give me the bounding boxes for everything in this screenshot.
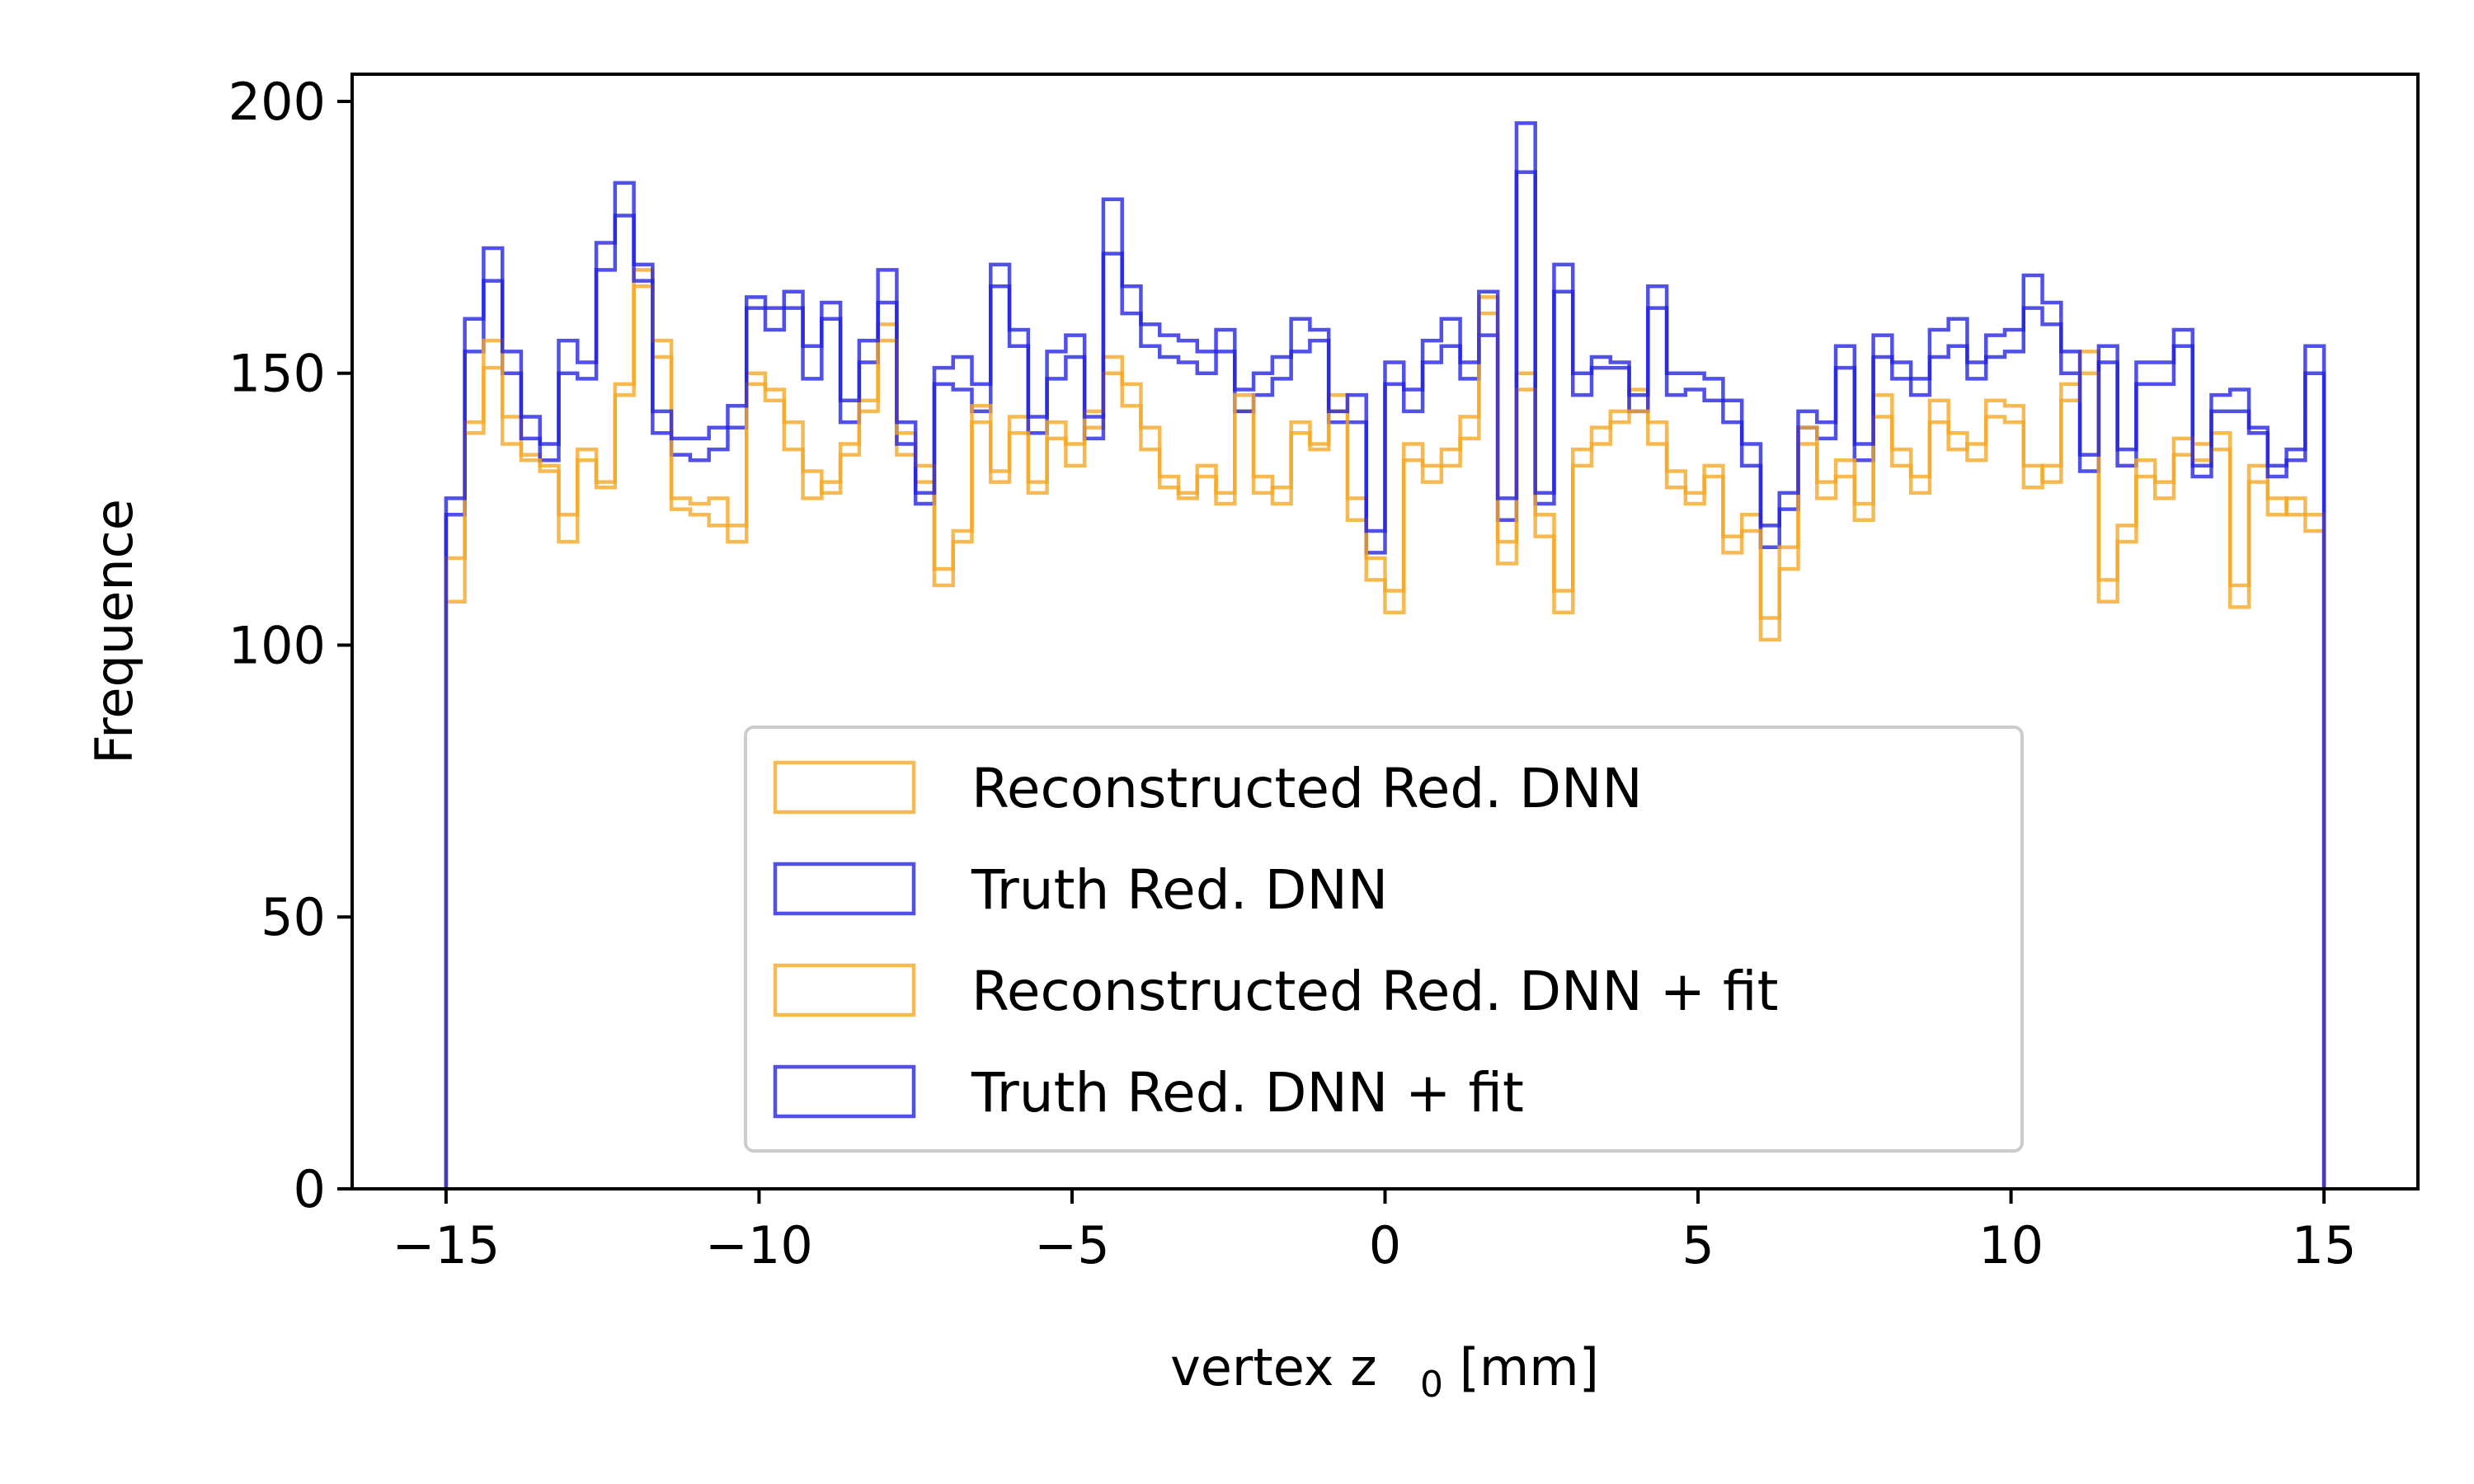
series-step-4: [444, 121, 2326, 1189]
y-tick-label: 150: [228, 344, 326, 404]
legend: Reconstructed Red. DNN Truth Red. DNN Reco…: [744, 726, 2024, 1153]
y-axis-label: Frequence: [84, 499, 144, 764]
y-axis-ticks: 0 50 100 150 200: [228, 72, 352, 1219]
legend-swatch: [773, 963, 916, 1017]
series-step-3: [444, 284, 2326, 1189]
legend-swatch: [773, 862, 916, 916]
x-axis-ticks: −15 −10 −5 0 5 10 15: [392, 1189, 2357, 1275]
y-tick-label: 50: [261, 887, 326, 947]
legend-swatch: [773, 760, 916, 815]
y-tick-label: 200: [228, 72, 326, 132]
legend-label: Truth Red. DNN + fit: [971, 1061, 1524, 1125]
x-tick-label: −5: [1034, 1215, 1109, 1275]
series-step-1: [444, 268, 2326, 1189]
legend-label: Truth Red. DNN: [971, 858, 1388, 922]
x-tick-label: 0: [1369, 1215, 1401, 1275]
legend-swatch: [773, 1064, 916, 1119]
histogram-series-group: [444, 121, 2326, 1189]
legend-frame: [744, 726, 2024, 1153]
x-tick-label: −15: [392, 1215, 500, 1275]
y-tick-label: 100: [228, 615, 326, 675]
x-tick-label: 15: [2292, 1215, 2357, 1275]
y-tick-label: 0: [294, 1159, 326, 1219]
x-tick-label: 5: [1681, 1215, 1714, 1275]
legend-label: Reconstructed Red. DNN + fit: [971, 960, 1779, 1023]
legend-label: Reconstructed Red. DNN: [971, 757, 1643, 820]
x-tick-label: −10: [705, 1215, 813, 1275]
x-tick-label: 10: [1978, 1215, 2044, 1275]
x-axis-label: vertex z z0 [mm]: [1170, 1337, 1599, 1406]
